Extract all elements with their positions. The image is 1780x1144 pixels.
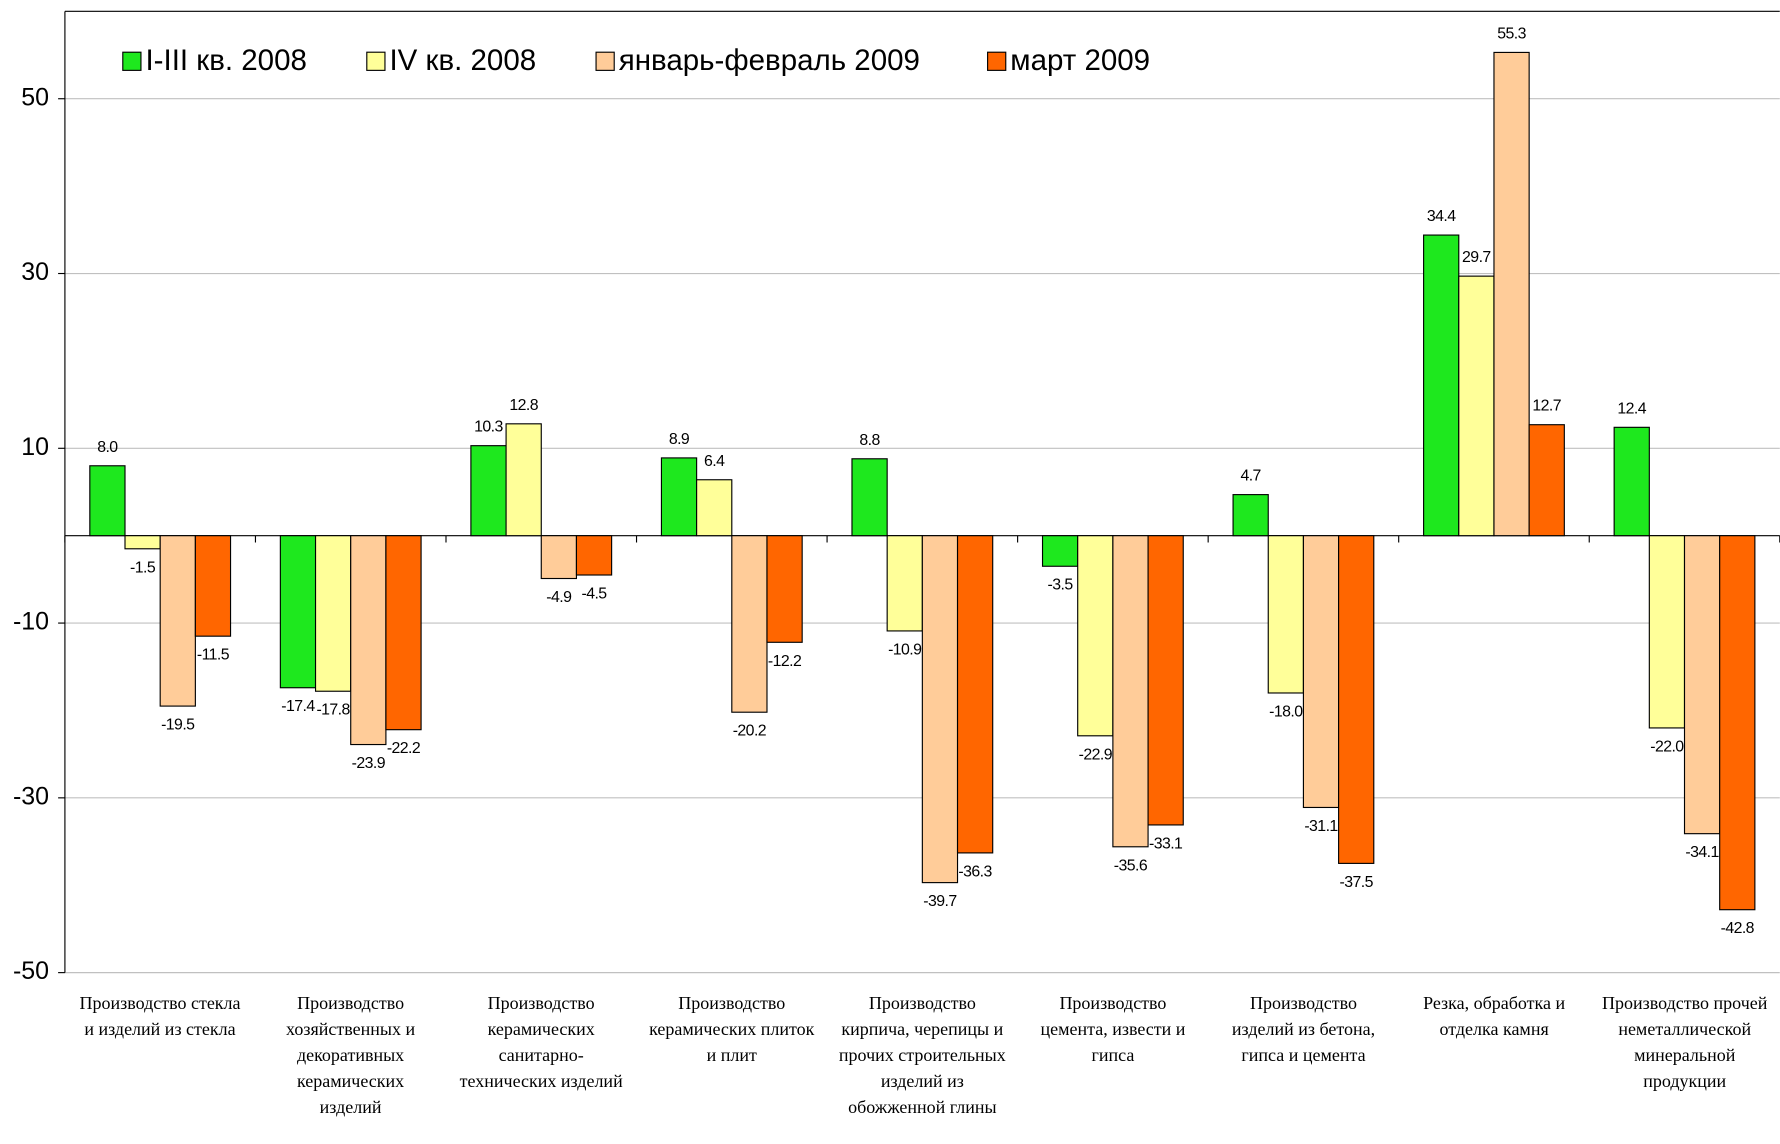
bar [314,535,352,692]
data-label: 29.7 [1462,249,1491,266]
bar [350,535,387,746]
data-label: -19.5 [161,717,195,734]
data-label: -3.5 [1048,577,1074,594]
bar [1528,424,1565,537]
bar [159,535,196,707]
bar [1423,234,1460,537]
data-label: -4.9 [546,589,572,606]
bar [1302,535,1340,809]
y-tick-label: -10 [13,608,49,636]
bar [660,457,698,537]
data-label: -10.9 [888,641,922,658]
bar [886,535,923,632]
data-label: 12.7 [1532,398,1561,415]
bar [1648,535,1686,729]
x-tick-label: Производство хозяйственных и декоративны… [286,992,416,1117]
data-label: -39.7 [923,893,957,910]
data-label: -34.1 [1685,844,1719,861]
data-label: -36.3 [958,863,992,880]
data-label: -22.0 [1650,738,1684,755]
legend-label: январь-февраль 2009 [619,44,920,77]
data-label: -23.9 [352,755,386,772]
data-label: 8.8 [859,432,880,449]
bar [1232,494,1269,537]
data-label: 55.3 [1497,25,1526,42]
bar [1112,535,1149,848]
legend-swatch [987,51,1007,71]
data-label: -35.6 [1114,857,1148,874]
data-label: 12.8 [509,397,538,414]
data-label: -20.2 [733,723,767,740]
bar [921,535,959,884]
bar [1041,535,1079,567]
bar [851,458,888,537]
x-tick-label: Производство цемента, извести и гипса [1040,992,1186,1065]
data-label: -33.1 [1149,835,1183,852]
y-tick-label: 30 [21,258,49,286]
y-tick-label: 50 [21,83,49,111]
bar [505,423,542,537]
y-tick-label: -30 [13,782,49,810]
bar [1613,426,1650,537]
data-label: 8.0 [97,439,118,456]
x-tick-label: Производство керамических плиток и плит [649,992,815,1065]
legend-label: I-III кв. 2008 [145,44,306,77]
data-label: -22.2 [387,740,421,757]
bar [1267,535,1304,694]
bar [1719,535,1756,911]
data-label: 34.4 [1427,208,1456,225]
bar [89,465,126,537]
data-label: -31.1 [1304,818,1338,835]
bar [1458,275,1495,537]
data-label: 4.7 [1240,468,1261,485]
legend-label: IV кв. 2008 [390,44,537,77]
x-tick-label: Производство прочей неметаллической мине… [1602,992,1768,1091]
bar [1338,535,1375,864]
bar [124,535,161,550]
legend-swatch [122,51,142,71]
bar [696,479,733,537]
x-tick-label: Производство керамических санитарно-техн… [459,992,623,1091]
x-tick-label: Производство стекла и изделий из стекла [79,992,241,1039]
bar [194,535,232,637]
data-label: -17.8 [316,702,350,719]
bar [731,535,768,713]
legend-swatch [595,51,615,71]
data-label: -22.9 [1079,746,1113,763]
bar [1077,535,1114,737]
bar [385,535,422,731]
bar [470,445,507,537]
data-label: -1.5 [130,559,156,576]
x-tick-label: Производство кирпича, черепицы и прочих … [838,992,1006,1117]
data-label: 12.4 [1617,400,1646,417]
bar [766,535,803,643]
legend-swatch [366,51,386,71]
data-label: 6.4 [704,453,725,470]
bar [575,535,613,576]
bar [956,535,994,854]
y-tick-label: 10 [21,433,49,461]
bar [1493,51,1530,537]
x-tick-label: Резка, обработка и отделка камня [1423,992,1566,1039]
data-label: -18.0 [1269,703,1303,720]
data-label: -37.5 [1340,874,1374,891]
legend-label: март 2009 [1010,44,1150,77]
bar [279,535,317,689]
data-label: -12.2 [768,653,802,670]
data-label: -11.5 [197,647,230,664]
x-tick-label: Производство изделий из бетона, гипса и … [1231,992,1376,1065]
data-label: 10.3 [474,419,503,436]
data-label: -17.4 [281,698,315,715]
data-label: -4.5 [581,585,607,602]
bar [1683,535,1721,835]
data-label: 8.9 [669,431,690,448]
data-label: -42.8 [1721,920,1755,937]
bar [1147,535,1184,826]
y-tick-label: -50 [13,957,49,985]
bar [540,535,578,580]
